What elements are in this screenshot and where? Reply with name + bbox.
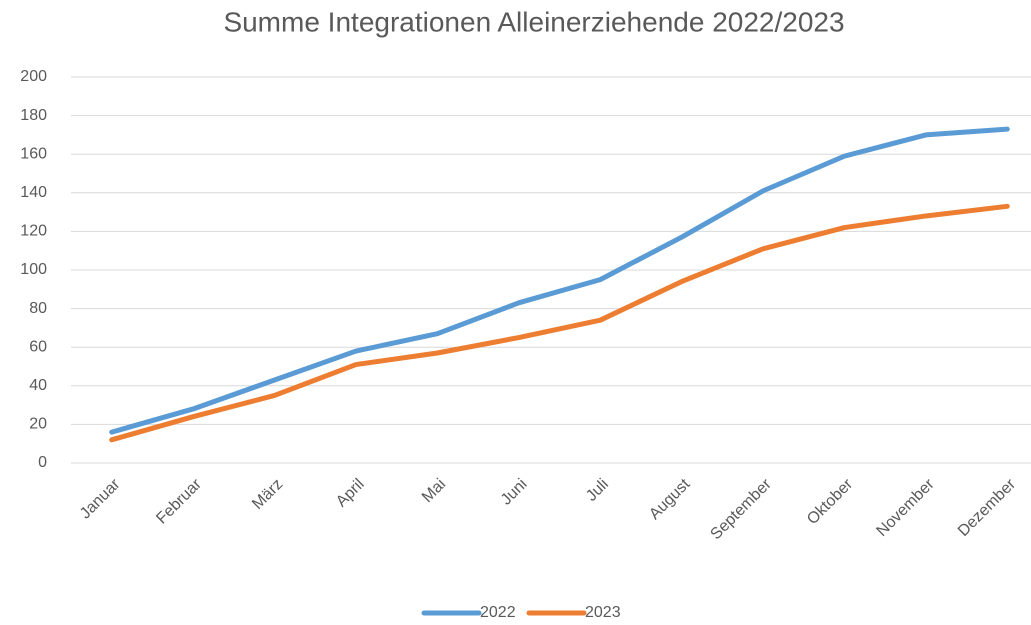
y-tick-label: 120: [20, 223, 47, 240]
series-line: [109, 126, 1010, 435]
y-tick-label: 20: [29, 416, 47, 433]
y-tick-label: 100: [20, 261, 47, 278]
x-tick-label: Juli: [583, 476, 612, 505]
y-tick-label: 0: [38, 454, 47, 471]
y-tick-label: 80: [29, 300, 47, 317]
x-tick-label: April: [333, 476, 368, 511]
x-tick-label: Mai: [419, 476, 449, 506]
x-tick-label: Dezember: [955, 475, 1020, 540]
series-line: [109, 203, 1010, 443]
x-tick-label: September: [707, 475, 775, 543]
x-tick-label: August: [646, 475, 694, 523]
x-tick-label: Januar: [77, 475, 124, 522]
x-tick-label: Oktober: [804, 475, 857, 528]
x-tick-label: Februar: [153, 475, 205, 527]
x-tick-label: Juni: [498, 476, 531, 509]
y-tick-label: 180: [20, 107, 47, 124]
y-tick-label: 40: [29, 377, 47, 394]
x-tick-label: November: [873, 475, 938, 540]
chart-title: Summe Integrationen Alleinerziehende 202…: [223, 6, 844, 37]
legend-label: 2023: [585, 604, 621, 621]
y-tick-label: 160: [20, 145, 47, 162]
x-tick-label: März: [249, 476, 286, 513]
legend-label: 2022: [480, 604, 516, 621]
y-tick-label: 140: [20, 184, 47, 201]
y-tick-label: 200: [20, 68, 47, 85]
y-tick-label: 60: [29, 338, 47, 355]
